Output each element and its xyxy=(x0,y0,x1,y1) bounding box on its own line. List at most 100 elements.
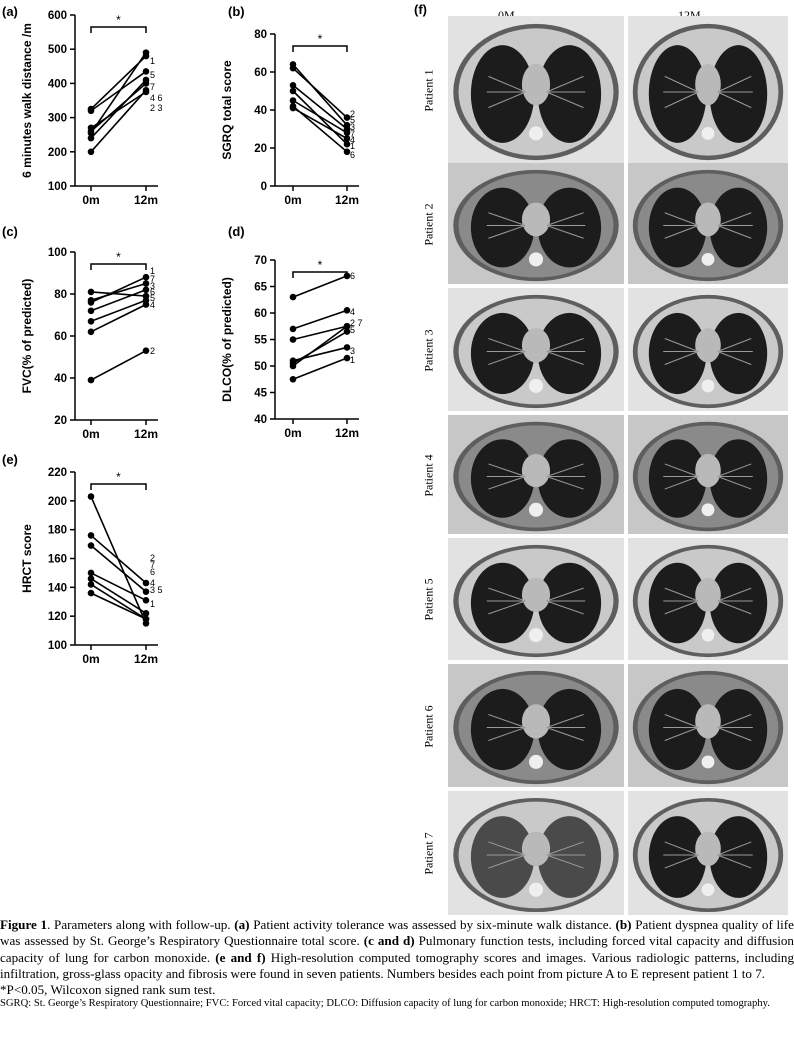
patient-7-line xyxy=(292,84,348,130)
x-category-label: 12m xyxy=(134,652,158,666)
ct-image-patient-2-0M xyxy=(448,163,624,284)
ct-vessel-marking xyxy=(664,463,699,477)
patient-5-line xyxy=(90,592,147,620)
patient-number-label: 3 5 xyxy=(150,585,163,595)
patient-7-point-0m xyxy=(87,107,95,115)
caption-a-text: Patient activity tolerance was assessed … xyxy=(249,917,616,932)
patient-6-point-0m xyxy=(289,293,297,301)
ct-image-patient-5-12M xyxy=(628,538,788,660)
caption-b-label: (b) xyxy=(615,917,632,932)
ct-vessel-marking xyxy=(488,463,526,477)
ct-right-lung xyxy=(648,45,707,143)
ct-left-lung xyxy=(537,816,602,898)
chart-panel-a: 100 200 300 400 500 600 0m 12m 6 minutes walk di… xyxy=(0,0,220,220)
patient-6-line xyxy=(292,105,348,153)
patient-1-point-0m xyxy=(87,493,95,500)
patient-number-label: 2 xyxy=(350,109,355,119)
patient-6-line xyxy=(292,275,348,298)
y-tick-label: 65 xyxy=(254,282,267,294)
ct-right-lung xyxy=(470,439,535,518)
y-tick-label: 600 xyxy=(48,10,67,22)
ct-vessel-marking xyxy=(664,854,699,869)
patient-number-label: 5 xyxy=(350,115,355,125)
ct-vessel-marking xyxy=(717,714,752,728)
patient-number-label: 1 xyxy=(350,141,355,151)
ct-vessel-marking xyxy=(488,225,526,239)
ct-mediastinum xyxy=(695,831,721,867)
ct-mediastinum xyxy=(521,831,551,867)
patient-3-line xyxy=(292,99,348,134)
ct-mediastinum xyxy=(695,63,721,106)
ct-right-lung xyxy=(648,439,707,518)
ct-vertebra xyxy=(528,252,544,267)
patient-7-line xyxy=(292,325,348,341)
y-tick-label: 100 xyxy=(48,181,67,193)
x-category-label: 0m xyxy=(82,193,99,207)
caption-abbreviations: SGRQ: St. George’s Respiratory Questionn… xyxy=(0,998,770,1010)
y-tick-label: 50 xyxy=(254,361,267,373)
ct-image-patient-2-12M xyxy=(628,163,788,284)
ct-scan-drawing xyxy=(628,163,788,284)
ct-scan-drawing xyxy=(628,538,788,660)
ct-mediastinum xyxy=(695,202,721,237)
ct-left-lung xyxy=(537,45,602,143)
ct-vessel-marking xyxy=(664,600,699,615)
ct-vessel-marking xyxy=(546,212,584,226)
patient-5-point-12m xyxy=(142,52,150,60)
ct-vertebra xyxy=(701,755,715,769)
ct-mediastinum xyxy=(695,453,721,488)
chart-panel-e: 100 120 140 160 180 200 220 0m 12m HRCT score * 2 7 6… xyxy=(0,448,220,673)
ct-vessel-marking xyxy=(546,841,584,856)
y-axis-title: SGRQ total score xyxy=(220,60,234,160)
patient-4-point-0m xyxy=(87,575,95,582)
ct-vessel-marking xyxy=(717,351,752,365)
chart-panel-b: 0 20 40 60 80 0m 12m SGRQ total score * 2 5 3 7 4 1 6 xyxy=(220,0,436,220)
ct-vessel-marking xyxy=(488,476,526,490)
ct-right-lung xyxy=(648,312,707,395)
ct-vessel-marking xyxy=(664,714,699,728)
y-tick-label: 200 xyxy=(48,496,67,508)
caption-intro: . Parameters along with follow-up. xyxy=(47,917,235,932)
patient-6-point-12m xyxy=(142,597,150,604)
patient-7-point-12m xyxy=(142,280,150,287)
ct-vessel-marking xyxy=(664,91,699,109)
ct-scan-drawing xyxy=(448,791,624,915)
patient-number-label: 2 3 xyxy=(150,103,163,113)
y-tick-label: 45 xyxy=(254,388,267,400)
patient-3-point-12m xyxy=(142,286,150,294)
ct-vessel-marking xyxy=(664,338,699,352)
patient-5-point-12m xyxy=(142,615,150,623)
ct-vessel-marking xyxy=(488,75,526,93)
patient-7-point-0m xyxy=(289,336,297,343)
panel-a-label: (a) xyxy=(2,4,18,19)
ct-right-lung xyxy=(648,816,707,898)
patient-7-point-0m xyxy=(87,297,95,304)
ct-image-patient-3-0M xyxy=(448,288,624,411)
ct-vessel-marking xyxy=(717,587,752,602)
patient-number-label: 2 xyxy=(150,553,155,563)
ct-image-patient-4-12M xyxy=(628,415,788,534)
ct-vessel-marking xyxy=(488,338,526,352)
ct-vertebra xyxy=(701,379,715,393)
patient-1-point-0m xyxy=(289,375,297,383)
patient-3-point-0m xyxy=(87,307,95,315)
y-tick-label: 100 xyxy=(48,247,67,259)
patient-5-line xyxy=(292,63,348,126)
y-tick-label: 160 xyxy=(48,554,67,566)
patient-7-point-12m xyxy=(343,125,351,133)
ct-vessel-marking xyxy=(717,91,752,109)
ct-vessel-marking xyxy=(664,841,699,856)
ct-image-patient-3-12M xyxy=(628,288,788,411)
ct-image-grid: 0M 12M xyxy=(446,8,790,916)
y-tick-label: 220 xyxy=(48,467,67,479)
ct-vessel-marking xyxy=(546,463,584,477)
patient-number-label: 2 7 xyxy=(350,318,363,328)
ct-vessel-marking xyxy=(664,587,699,602)
patient-6-point-12m xyxy=(343,272,351,280)
caption-figure-label: Figure 1 xyxy=(0,917,48,932)
ct-vessel-marking xyxy=(717,600,752,615)
patient-number-label: 6 xyxy=(150,567,155,577)
ct-scan-drawing xyxy=(628,288,788,411)
significance-bracket xyxy=(292,45,348,52)
y-tick-label: 40 xyxy=(254,414,267,426)
